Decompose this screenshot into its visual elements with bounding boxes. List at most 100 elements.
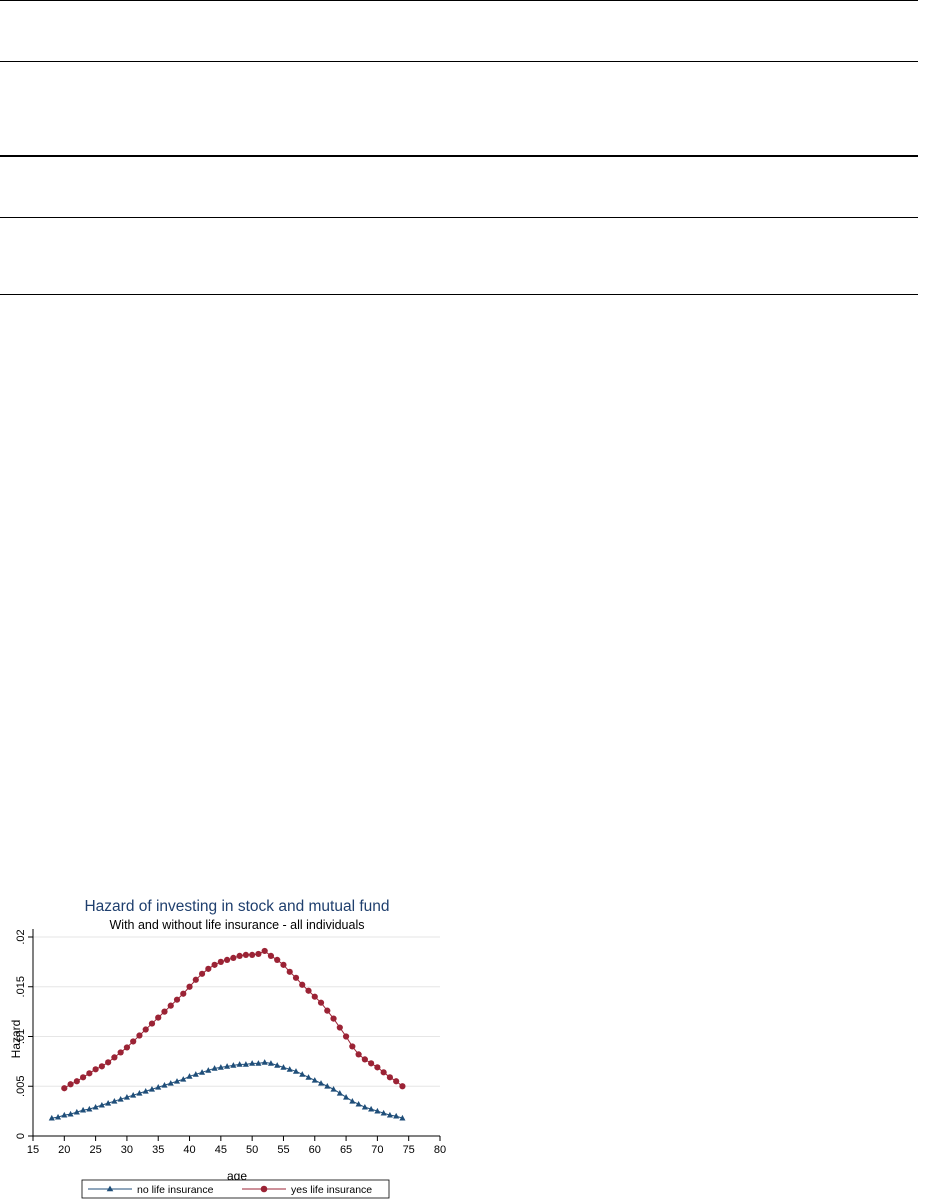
data-point-yes-insurance [186,983,193,990]
data-point-yes-insurance [67,1081,74,1088]
data-point-yes-insurance [349,1043,356,1050]
data-point-yes-insurance [173,996,181,1003]
data-point-yes-insurance [198,970,206,977]
data-point-no-insurance [324,1083,331,1089]
data-point-yes-insurance [148,1020,156,1027]
data-point-no-insurance [130,1092,137,1098]
data-point-yes-insurance [336,1024,343,1031]
data-point-no-insurance [267,1060,274,1066]
data-point-yes-insurance [368,1060,375,1067]
data-point-yes-insurance [311,993,318,1000]
data-point-no-insurance [123,1093,130,1100]
data-point-yes-insurance [286,968,293,975]
data-point-yes-insurance [374,1064,381,1071]
data-point-no-insurance [355,1100,362,1107]
data-point-yes-insurance [142,1026,149,1033]
data-point-no-insurance [330,1086,337,1092]
data-point-no-insurance [280,1064,287,1070]
data-point-no-insurance [236,1061,243,1067]
data-point-no-insurance [336,1090,343,1096]
data-point-yes-insurance [211,961,218,968]
data-point-yes-insurance [86,1070,93,1077]
data-point-yes-insurance [236,952,243,960]
data-point-yes-insurance [161,1008,168,1015]
data-point-no-insurance [142,1088,149,1094]
data-point-yes-insurance [261,947,268,955]
data-point-no-insurance [393,1112,400,1119]
y-axis-label: Hazard [9,1020,23,1059]
data-point-no-insurance [361,1103,368,1110]
hazard-chart: Hazard of investing in stock and mutual … [9,898,446,1199]
data-point-no-insurance [224,1063,231,1069]
x-tick-label: 70 [371,1144,383,1156]
x-tick-label: 50 [246,1144,258,1156]
y-tick-label: .01 [15,1029,27,1044]
data-point-no-insurance [61,1111,68,1118]
legend-box [81,1179,390,1199]
x-tick-label: 15 [27,1144,39,1156]
data-point-yes-insurance [355,1051,362,1058]
data-point-yes-insurance [167,1002,174,1009]
data-point-yes-insurance [111,1054,118,1061]
data-point-yes-insurance [317,999,325,1006]
y-tick-label: 0 [15,1133,27,1139]
data-point-yes-insurance [217,958,224,965]
data-point-yes-insurance [393,1078,400,1085]
data-point-yes-insurance [180,990,187,997]
data-point-no-insurance [374,1107,381,1114]
data-point-no-insurance [199,1069,206,1075]
grid-lines [33,936,440,1087]
data-point-yes-insurance [274,956,281,963]
data-point-no-insurance [368,1105,375,1112]
data-point-no-insurance [167,1080,174,1086]
data-point-no-insurance [311,1077,318,1083]
x-tick-label: 55 [277,1144,289,1156]
data-point-no-insurance [349,1097,356,1104]
data-point-no-insurance [161,1082,168,1088]
data-point-no-insurance [343,1093,350,1100]
chart-subtitle: With and without life insurance - all in… [110,918,365,932]
x-tick-label: 45 [215,1144,227,1156]
x-tick-label: 65 [340,1144,352,1156]
data-point-yes-insurance [386,1074,394,1081]
data-point-yes-insurance [399,1083,406,1090]
data-point-yes-insurance [255,950,262,958]
data-point-yes-insurance [330,1015,337,1022]
data-point-no-insurance [286,1066,293,1072]
data-point-no-insurance [386,1111,393,1118]
y-tick-label: .02 [15,929,27,944]
data-point-no-insurance [274,1062,281,1068]
data-point-yes-insurance [299,981,306,988]
data-point-no-insurance [299,1071,306,1077]
series-layer [48,947,406,1121]
data-point-no-insurance [148,1086,156,1092]
top-rule-1 [0,0,918,1]
data-point-yes-insurance [92,1066,99,1073]
data-point-yes-insurance [79,1074,87,1081]
x-tick-label: 35 [152,1144,164,1156]
data-point-no-insurance [317,1080,325,1086]
data-point-no-insurance [242,1061,249,1067]
y-tick-label: .015 [15,976,27,997]
data-point-no-insurance [205,1067,212,1073]
x-tick-label: 25 [89,1144,101,1156]
data-point-no-insurance [73,1108,80,1115]
axes: 0 .005 .01 .015 .02 15 20 25 30 35 40 45 50 55 60 65 70 7… [15,929,446,1156]
data-point-yes-insurance [192,976,199,983]
data-point-no-insurance [249,1060,256,1066]
legend-marker-yes-insurance [260,1185,268,1193]
x-tick-label: 60 [309,1144,321,1156]
y-tick-label: .005 [15,1076,27,1097]
data-point-no-insurance [173,1078,181,1084]
data-point-yes-insurance [98,1063,105,1070]
data-point-yes-insurance [136,1032,143,1039]
data-point-no-insurance [98,1101,105,1108]
x-tick-label: 40 [183,1144,195,1156]
data-point-yes-insurance [155,1014,162,1021]
top-rule-4 [0,217,918,218]
data-point-no-insurance [55,1113,62,1120]
data-point-no-insurance [399,1114,406,1121]
data-point-no-insurance [186,1073,193,1079]
data-point-no-insurance [48,1114,55,1121]
series-line-no-insurance [51,1061,403,1119]
